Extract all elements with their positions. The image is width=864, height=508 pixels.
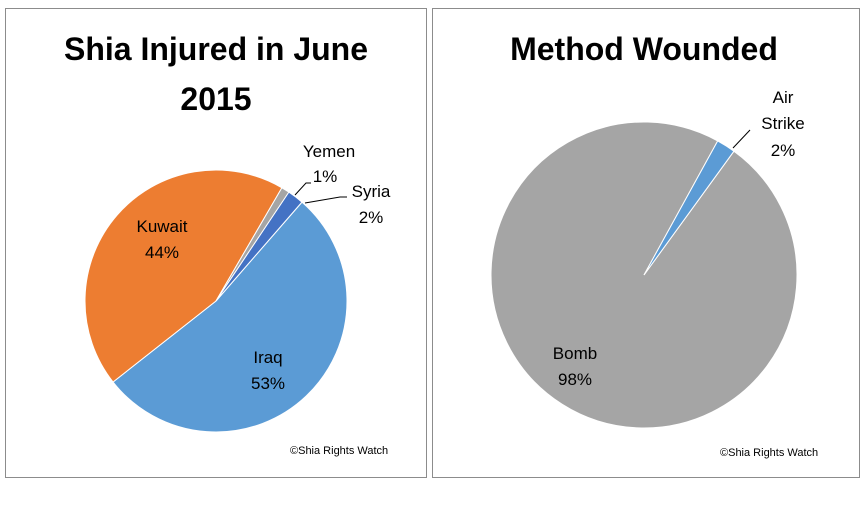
label-iraq: Iraq	[253, 348, 282, 367]
label-kuwait-pct: 44%	[145, 243, 179, 262]
leader-syria	[304, 196, 347, 204]
pie-slice-air-strike	[643, 140, 735, 276]
label-yemen-pct: 1%	[313, 167, 338, 186]
chart2-pie	[490, 121, 798, 429]
chart2-title: Method Wounded	[510, 31, 778, 67]
label-iraq-pct: 53%	[251, 374, 285, 393]
pie-slice-kuwait	[84, 169, 283, 383]
pie-slice-syria	[215, 191, 303, 302]
label-air-strike: Air Strike	[761, 88, 804, 133]
label-bomb: Bomb	[553, 344, 597, 363]
label-bomb-pct: 98%	[558, 370, 592, 389]
chart1-title-line2: 2015	[180, 81, 251, 117]
label-air-strike-pct: 2%	[771, 141, 796, 160]
chart2-watermark: ©Shia Rights Watch	[720, 447, 818, 459]
label-kuwait: Kuwait	[136, 217, 187, 236]
chart1-pie	[84, 169, 348, 433]
chart1-watermark: ©Shia Rights Watch	[290, 445, 388, 457]
chart1-title-line1: Shia Injured in June	[64, 31, 368, 67]
label-syria: Syria	[352, 182, 391, 201]
leader-air-strike	[732, 129, 751, 149]
leader-yemen	[294, 182, 311, 196]
label-syria-pct: 2%	[359, 208, 384, 227]
pie-slice-iraq	[112, 201, 348, 433]
label-yemen: Yemen	[303, 142, 355, 161]
